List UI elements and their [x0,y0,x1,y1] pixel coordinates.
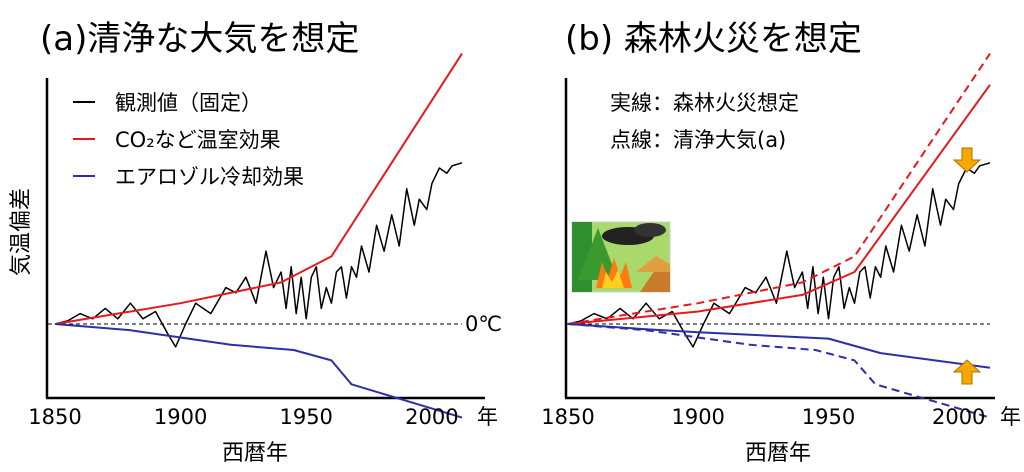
x-tick-label: 1900 [671,405,724,429]
legend-label-greenhouse: CO₂など温室効果 [115,128,281,152]
panel-b-fire-greenhouse-line [567,84,991,325]
panel-b-clean-aerosol-line [567,323,991,419]
panel-a-x-ticks: 1850 1900 1950 2000 [28,405,458,429]
panel-b-clean-greenhouse-line [567,53,991,325]
panel-a-series [54,53,463,419]
panel-b-note-dashed: 点線：清浄大気(a) [610,128,786,152]
panel-a-title: (a)清浄な大気を想定 [40,19,359,59]
panel-a-legend: 観測値（固定） CO₂など温室効果 エアロゾル冷却効果 [73,91,304,189]
panel-a-clean-air: (a)清浄な大気を想定 気温偏差 0℃ 1850 1900 1950 2000 年 西… [9,19,502,466]
x-tick-label: 1950 [279,405,332,429]
x-tick-label: 1850 [541,405,594,429]
panel-b-x-axis-label: 西暦年 [745,441,811,466]
panel-a-greenhouse-line [54,53,463,325]
panel-b-x-unit: 年 [1000,405,1021,429]
panel-a-x-unit: 年 [477,405,498,429]
legend-label-observed: 観測値（固定） [115,91,262,115]
arrow-up-icon [952,359,982,385]
panel-b-x-ticks: 1850 1900 1950 2000 [541,405,985,429]
x-tick-label: 1900 [154,405,207,429]
x-tick-label: 2000 [405,405,458,429]
x-tick-label: 1850 [28,405,81,429]
panel-a-zero-label: 0℃ [465,312,502,336]
forest-fire-illustration [571,221,671,293]
panel-b-forest-fire: (b) 森林火災を想定 実線：森林火災想定 点線：清浄大気(a) 1850 190… [541,19,1021,466]
x-tick-label: 2000 [932,405,985,429]
panel-b-observed-line [567,162,991,348]
panel-b-series [567,53,991,419]
legend-label-aerosol: エアロゾル冷却効果 [115,165,304,189]
panel-a-x-axis-label: 西暦年 [222,441,288,466]
panel-b-title: (b) 森林火災を想定 [565,19,862,59]
panel-b-fire-aerosol-line [567,323,991,369]
arrow-down-icon [952,147,982,173]
panel-a-observed-line [54,162,463,348]
panel-a-aerosol-line [54,323,463,419]
panel-a-y-axis-label: 気温偏差 [9,188,34,276]
panel-b-note-solid: 実線：森林火災想定 [610,91,799,115]
x-tick-label: 1950 [802,405,855,429]
